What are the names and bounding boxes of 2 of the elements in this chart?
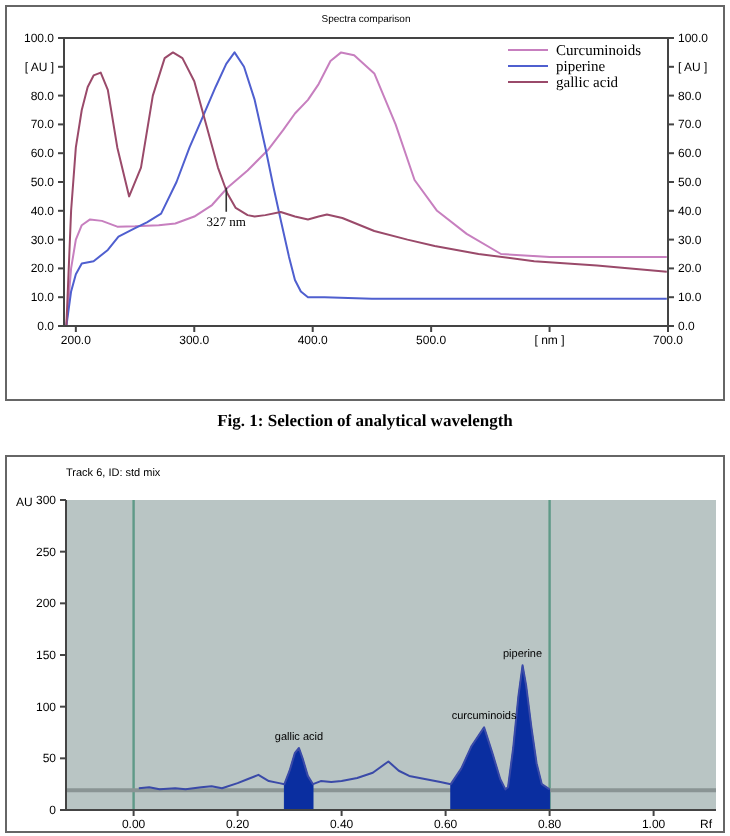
caption: Fig. 1: Selection of analytical wavelength bbox=[217, 410, 514, 430]
line-series bbox=[137, 664, 551, 791]
